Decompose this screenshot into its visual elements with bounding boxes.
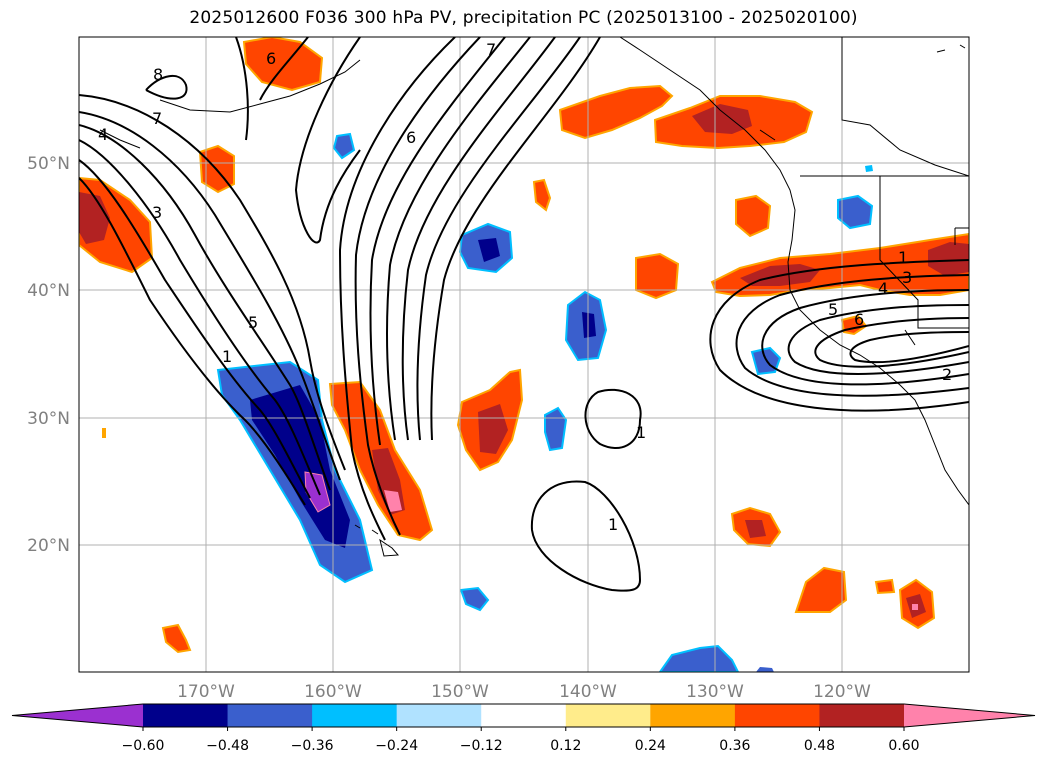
contour-label: 8 — [153, 65, 163, 84]
map-frame — [78, 36, 970, 673]
contour-label: 3 — [152, 203, 162, 222]
colorbar-tick-label: −0.36 — [291, 738, 334, 754]
colorbar-segment — [734, 704, 820, 727]
contour-label: 1 — [608, 515, 618, 534]
colorbar-segment — [312, 704, 398, 727]
contour-label: 4 — [98, 125, 108, 144]
colorbar-tick-label: −0.60 — [122, 738, 165, 754]
colorbar-segment — [396, 704, 482, 727]
longitude-labels: 170°W 160°W 150°W 140°W 130°W 120°W — [177, 682, 871, 702]
latitude-labels: 50°N 40°N 30°N 20°N — [27, 154, 70, 556]
colorbar-extend-high — [904, 704, 1035, 727]
lon-label: 140°W — [559, 682, 617, 702]
colorbar-tick-label: 0.60 — [888, 738, 919, 754]
lon-label: 130°W — [686, 682, 744, 702]
contour-label: 5 — [828, 300, 838, 319]
colorbar-segment — [481, 704, 567, 727]
contour-label: 3 — [902, 268, 912, 287]
lon-label: 170°W — [177, 682, 235, 702]
lat-label: 40°N — [27, 281, 70, 301]
colorbar-segment — [143, 704, 229, 727]
lon-label: 150°W — [431, 682, 489, 702]
contour-label: 6 — [266, 49, 276, 68]
contour-label: 7 — [152, 109, 162, 128]
colorbar-tick-label: −0.48 — [206, 738, 249, 754]
colorbar-segment — [565, 704, 651, 727]
colorbar-tick-label: 0.12 — [550, 738, 581, 754]
pv-contours — [79, 37, 969, 592]
coastlines — [99, 37, 969, 557]
colorbar-labels: −0.60 −0.48 −0.36 −0.24 −0.12 0.12 0.24 0.36 0.4… — [122, 727, 920, 754]
contour-label: 1 — [898, 248, 908, 267]
contour-label: 6 — [854, 310, 864, 329]
colorbar-extend-low — [12, 704, 143, 727]
contour-label: 1 — [222, 347, 232, 366]
contour-label: 7 — [486, 40, 496, 59]
colorbar — [11, 703, 1036, 728]
lon-label: 120°W — [813, 682, 871, 702]
contour-label: 4 — [878, 279, 888, 298]
colorbar-tick-label: 0.36 — [719, 738, 750, 754]
colorbar-tick-label: 0.24 — [635, 738, 666, 754]
colorbar-tick-label: −0.24 — [375, 738, 418, 754]
colorbar-segment — [227, 704, 313, 727]
colorbar-segment — [819, 704, 905, 727]
pv-contour-labels: 8 7 4 3 5 1 6 7 6 1 1 1 3 4 5 6 2 — [98, 40, 952, 534]
lon-label: 160°W — [304, 682, 362, 702]
lat-label: 50°N — [27, 154, 70, 174]
colorbar-segment — [650, 704, 736, 727]
contour-label: 5 — [248, 313, 258, 332]
contour-label: 6 — [406, 128, 416, 147]
colorbar-tick-label: 0.48 — [804, 738, 835, 754]
lat-label: 30°N — [27, 409, 70, 429]
map-title: 2025012600 F036 300 hPa PV, precipitatio… — [189, 8, 858, 28]
lat-label: 20°N — [27, 536, 70, 556]
colorbar-tick-label: −0.12 — [460, 738, 503, 754]
contour-label: 1 — [636, 423, 646, 442]
contour-label: 2 — [942, 365, 952, 384]
